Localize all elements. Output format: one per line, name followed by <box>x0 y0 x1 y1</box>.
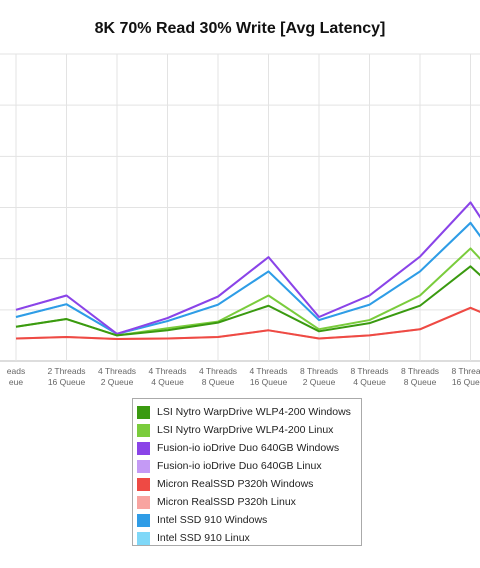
x-tick-label: 16 Queue <box>452 377 480 387</box>
legend-swatch <box>137 477 150 491</box>
series-line-0 <box>15 265 480 337</box>
x-tick-label: 8 Queue <box>202 377 235 387</box>
legend-label: Micron RealSSD P320h Linux <box>157 496 296 508</box>
legend: LSI Nytro WarpDrive WLP4-200 Windows LSI … <box>132 398 362 546</box>
x-tick-label: eads <box>7 366 25 376</box>
x-tick-label: 8 Queue <box>404 377 437 387</box>
legend-swatch <box>137 405 150 419</box>
legend-label: Fusion-io ioDrive Duo 640GB Linux <box>157 460 322 472</box>
legend-label: LSI Nytro WarpDrive WLP4-200 Linux <box>157 424 334 436</box>
legend-swatch <box>137 459 150 473</box>
legend-swatch <box>137 513 150 527</box>
x-tick-label: 4 Queue <box>151 377 184 387</box>
x-tick-label: 4 Queue <box>353 377 386 387</box>
x-tick-label: 8 Threads <box>401 366 439 376</box>
legend-label: Fusion-io ioDrive Duo 640GB Windows <box>157 442 340 454</box>
x-tick-label: 16 Queue <box>250 377 288 387</box>
x-tick-label: 4 Threads <box>199 366 237 376</box>
legend-swatch <box>137 495 150 509</box>
legend-item[interactable]: Fusion-io ioDrive Duo 640GB Windows <box>133 439 361 457</box>
legend-label: Micron RealSSD P320h Windows <box>157 478 314 490</box>
series-line-6 <box>15 221 480 335</box>
x-tick-label: 16 Queue <box>48 377 86 387</box>
x-tick-label: 4 Threads <box>98 366 136 376</box>
x-tick-label: 8 Threads <box>350 366 388 376</box>
series-lines <box>15 201 480 340</box>
legend-label: Intel SSD 910 Windows <box>157 514 268 526</box>
legend-item[interactable]: Micron RealSSD P320h Windows <box>133 475 361 493</box>
series-line-4 <box>15 306 480 340</box>
legend-label: Intel SSD 910 Linux <box>157 532 250 544</box>
x-tick-label: 4 Threads <box>148 366 186 376</box>
x-tick-label: 2 Queue <box>303 377 336 387</box>
legend-item[interactable]: Micron RealSSD P320h Linux <box>133 493 361 511</box>
legend-item[interactable]: Intel SSD 910 Windows <box>133 511 361 529</box>
legend-label: LSI Nytro WarpDrive WLP4-200 Windows <box>157 406 351 418</box>
legend-item[interactable]: LSI Nytro WarpDrive WLP4-200 Linux <box>133 421 361 439</box>
x-tick-label: 2 Threads <box>47 366 85 376</box>
legend-swatch <box>137 531 150 545</box>
legend-swatch <box>137 441 150 455</box>
x-tick-label: 8 Threads <box>300 366 338 376</box>
legend-swatch <box>137 423 150 437</box>
legend-item[interactable]: Intel SSD 910 Linux <box>133 529 361 547</box>
chart-title: 8K 70% Read 30% Write [Avg Latency] <box>94 20 386 37</box>
series-line-2 <box>15 201 480 335</box>
x-tick-label: 2 Queue <box>101 377 134 387</box>
legend-item[interactable]: Fusion-io ioDrive Duo 640GB Linux <box>133 457 361 475</box>
x-tick-label: 4 Threads <box>249 366 287 376</box>
grid-lines <box>0 53 480 362</box>
x-tick-label: eue <box>9 377 23 387</box>
legend-item[interactable]: LSI Nytro WarpDrive WLP4-200 Windows <box>133 403 361 421</box>
series-line-3 <box>15 201 480 335</box>
x-tick-label: 8 Threads <box>451 366 480 376</box>
series-line-1 <box>15 247 480 337</box>
